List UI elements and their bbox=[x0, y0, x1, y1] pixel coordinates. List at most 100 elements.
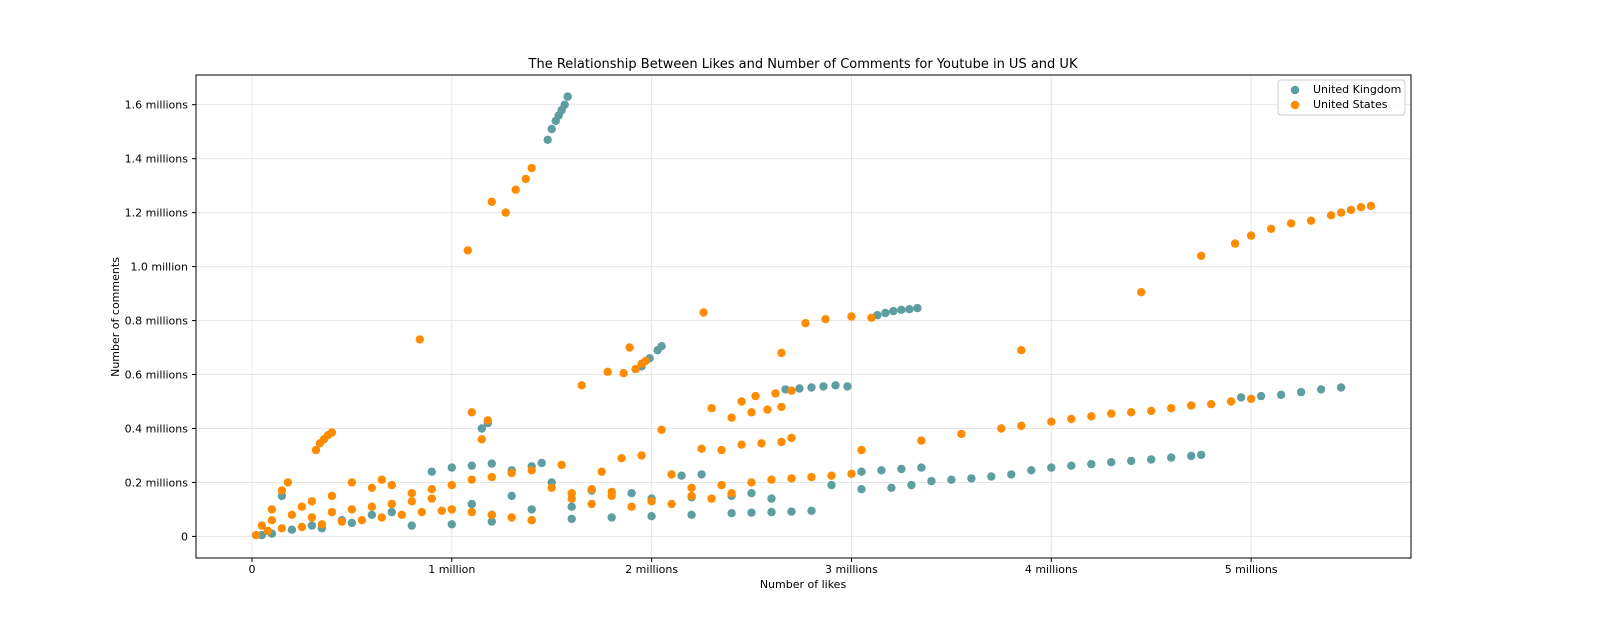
y-tick-label: 0.6 millions bbox=[125, 369, 189, 382]
legend-marker-united-states bbox=[1290, 100, 1300, 110]
series-united-states bbox=[251, 163, 1376, 540]
data-point-united-states bbox=[1127, 408, 1136, 417]
data-point-united-kingdom bbox=[487, 459, 496, 468]
x-tick-label: 0 bbox=[248, 563, 255, 576]
x-tick-label: 1 million bbox=[428, 563, 475, 576]
data-point-united-states bbox=[617, 454, 626, 463]
data-point-united-kingdom bbox=[727, 509, 736, 518]
data-point-united-kingdom bbox=[347, 518, 357, 528]
data-points bbox=[251, 92, 1376, 540]
data-point-united-kingdom bbox=[1236, 393, 1246, 402]
data-point-united-kingdom bbox=[1316, 385, 1326, 394]
data-point-united-kingdom bbox=[407, 521, 416, 530]
data-point-united-states bbox=[1356, 203, 1366, 212]
data-point-united-kingdom bbox=[1027, 466, 1036, 475]
data-point-united-states bbox=[487, 510, 496, 519]
data-point-united-states bbox=[447, 505, 456, 514]
y-axis-label: Number of comments bbox=[109, 257, 122, 377]
data-point-united-states bbox=[707, 494, 716, 503]
data-point-united-states bbox=[277, 524, 287, 533]
x-axis: 0 1 million 2 millions 3 millions 4 millions… bbox=[248, 558, 1278, 576]
data-point-united-kingdom bbox=[767, 507, 776, 517]
data-point-united-states bbox=[267, 516, 277, 525]
data-point-united-states bbox=[387, 480, 396, 490]
data-point-united-states bbox=[917, 436, 926, 445]
data-point-united-kingdom bbox=[1336, 383, 1346, 392]
data-point-united-states bbox=[657, 425, 666, 434]
data-point-united-kingdom bbox=[607, 513, 616, 522]
data-point-united-kingdom bbox=[560, 100, 569, 109]
data-point-united-states bbox=[577, 381, 586, 390]
data-point-united-states bbox=[807, 472, 816, 482]
legend-marker-united-kingdom bbox=[1290, 85, 1300, 95]
data-point-united-kingdom bbox=[827, 480, 836, 490]
data-point-united-kingdom bbox=[447, 520, 456, 529]
data-point-united-states bbox=[347, 505, 357, 514]
data-point-united-states bbox=[263, 526, 273, 536]
data-point-united-states bbox=[763, 405, 772, 414]
data-point-united-kingdom bbox=[795, 384, 804, 393]
x-axis-label: Number of likes bbox=[760, 578, 847, 591]
data-point-united-states bbox=[367, 502, 377, 511]
data-point-united-states bbox=[483, 416, 492, 425]
y-tick-label: 1.2 millions bbox=[125, 207, 189, 220]
y-tick-label: 0.8 millions bbox=[125, 315, 189, 328]
data-point-united-states bbox=[397, 510, 406, 519]
data-point-united-kingdom bbox=[947, 475, 956, 484]
data-point-united-states bbox=[1366, 201, 1376, 211]
data-point-united-states bbox=[427, 494, 436, 503]
data-point-united-kingdom bbox=[881, 308, 890, 318]
data-point-united-states bbox=[597, 467, 606, 476]
data-point-united-kingdom bbox=[907, 480, 916, 490]
data-point-united-kingdom bbox=[387, 507, 396, 517]
data-point-united-kingdom bbox=[897, 305, 906, 314]
data-point-united-kingdom bbox=[477, 424, 486, 433]
data-point-united-kingdom bbox=[887, 483, 896, 492]
data-point-united-states bbox=[415, 335, 424, 344]
data-point-united-states bbox=[511, 185, 520, 194]
data-point-united-states bbox=[1336, 208, 1346, 217]
chart-title: The Relationship Between Likes and Numbe… bbox=[528, 57, 1078, 72]
data-point-united-states bbox=[587, 485, 596, 494]
data-point-united-kingdom bbox=[367, 510, 377, 519]
x-tick-label: 5 millions bbox=[1225, 563, 1278, 576]
data-point-united-states bbox=[297, 502, 307, 511]
data-point-united-states bbox=[625, 343, 634, 352]
data-point-united-kingdom bbox=[257, 530, 267, 540]
data-point-united-states bbox=[307, 513, 317, 522]
plot-area bbox=[195, 74, 1412, 559]
data-point-united-kingdom bbox=[917, 463, 926, 472]
data-point-united-states bbox=[377, 475, 386, 484]
data-point-united-kingdom bbox=[677, 471, 686, 480]
data-point-united-kingdom bbox=[467, 499, 476, 509]
data-point-united-kingdom bbox=[913, 303, 922, 313]
data-point-united-states bbox=[407, 497, 416, 506]
data-point-united-states bbox=[367, 483, 377, 492]
data-point-united-states bbox=[327, 491, 337, 501]
data-point-united-states bbox=[1346, 205, 1356, 215]
data-point-united-states bbox=[957, 429, 966, 439]
data-point-united-kingdom bbox=[967, 474, 976, 483]
data-point-united-states bbox=[467, 475, 476, 484]
data-point-united-kingdom bbox=[627, 489, 636, 498]
y-tick-label: 0.4 millions bbox=[125, 422, 189, 435]
data-point-united-states bbox=[687, 491, 696, 501]
data-point-united-states bbox=[747, 408, 756, 417]
data-point-united-states bbox=[297, 522, 307, 532]
data-point-united-kingdom bbox=[547, 124, 556, 134]
data-point-united-states bbox=[1207, 400, 1216, 409]
data-point-united-states bbox=[821, 315, 830, 324]
data-point-united-kingdom bbox=[1007, 470, 1016, 479]
data-point-united-kingdom bbox=[747, 489, 756, 498]
data-point-united-states bbox=[787, 386, 796, 395]
data-point-united-states bbox=[327, 428, 337, 437]
data-point-united-states bbox=[619, 369, 628, 378]
data-point-united-states bbox=[417, 507, 426, 517]
data-point-united-states bbox=[667, 499, 676, 509]
data-point-united-states bbox=[847, 469, 856, 478]
legend-box bbox=[1277, 79, 1406, 116]
data-point-united-kingdom bbox=[1107, 458, 1116, 467]
data-point-united-states bbox=[527, 466, 536, 475]
data-point-united-states bbox=[641, 356, 650, 366]
